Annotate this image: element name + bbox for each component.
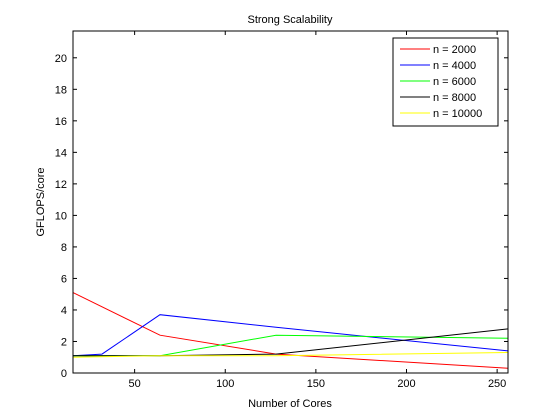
axis-ticks: 50 100 150 200 250 0 2 4 6 8 10 12 14 16 18 20: [55, 31, 508, 390]
legend: n = 2000 n = 4000 n = 6000 n = 8000 n = 1000…: [392, 37, 499, 127]
x-tick-label: 250: [488, 378, 506, 390]
x-tick-label: 150: [307, 378, 325, 390]
x-tick-label: 100: [216, 378, 234, 390]
y-tick-label: 2: [61, 336, 67, 348]
legend-label-3: n = 6000: [433, 76, 476, 88]
y-tick-label: 14: [55, 147, 67, 159]
y-tick-label: 4: [61, 305, 67, 317]
y-tick-label: 0: [61, 368, 67, 380]
series-layer: [72, 292, 509, 369]
legend-label-2: n = 4000: [433, 60, 476, 72]
legend-box: [392, 37, 499, 127]
y-tick-label: 12: [55, 179, 67, 191]
y-tick-label: 16: [55, 116, 67, 128]
series-line-2: [72, 314, 509, 357]
y-tick-label: 18: [55, 84, 67, 96]
y-axis-title: GFLOPS/core: [35, 167, 47, 236]
y-tick-label: 10: [55, 210, 67, 222]
legend-label-5: n = 10000: [433, 108, 482, 120]
legend-label-1: n = 2000: [433, 44, 476, 56]
y-tick-label: 6: [61, 273, 67, 285]
y-tick-label: 8: [61, 242, 67, 254]
series-line-5: [72, 352, 509, 358]
x-tick-label: 50: [129, 378, 141, 390]
plot-frame: [72, 30, 509, 374]
series-line-1: [72, 292, 509, 369]
x-axis-title: Number of Cores: [248, 398, 332, 410]
chart-title: Strong Scalability: [248, 14, 333, 26]
y-tick-label: 20: [55, 53, 67, 65]
x-tick-label: 200: [397, 378, 415, 390]
legend-label-4: n = 8000: [433, 92, 476, 104]
